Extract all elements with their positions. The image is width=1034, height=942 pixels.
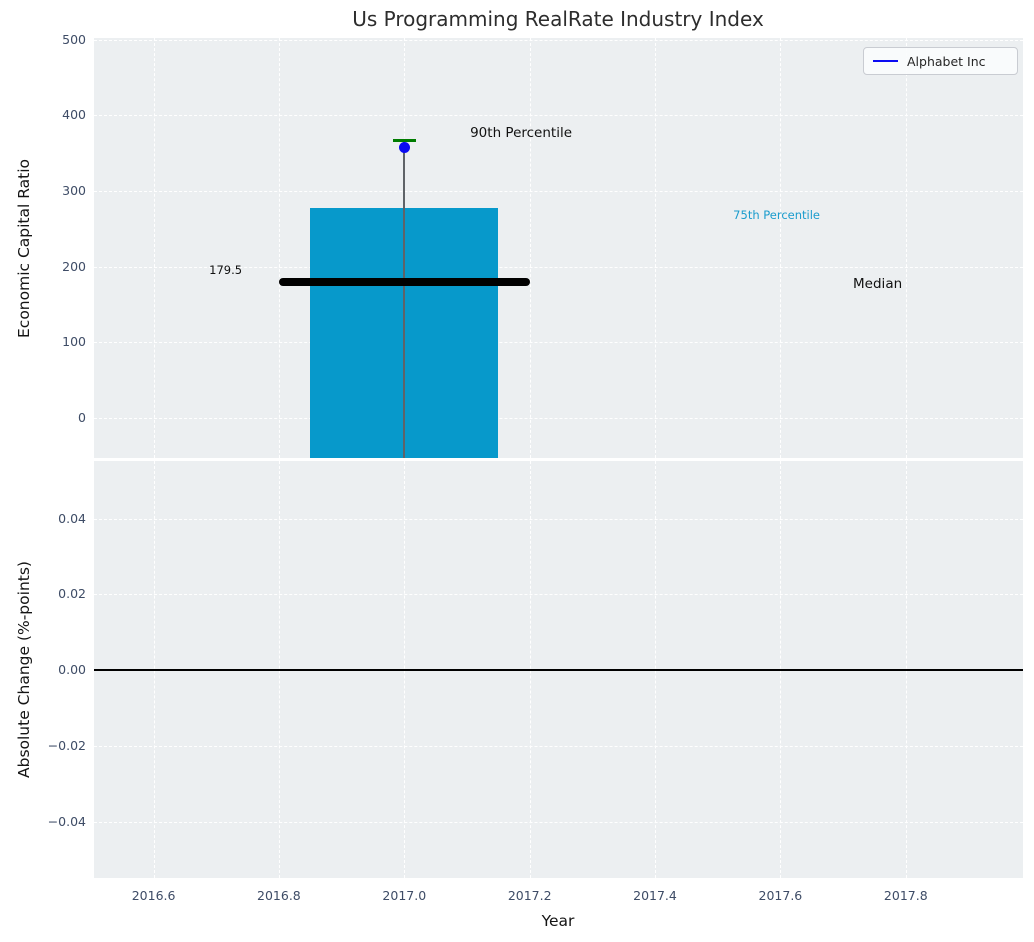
y-tick-label: 200 bbox=[62, 258, 86, 274]
y-tick-label: −0.04 bbox=[47, 813, 86, 829]
zero-axhline bbox=[94, 669, 1023, 672]
y-tick-label: 0 bbox=[78, 409, 86, 425]
whisker-line bbox=[403, 140, 406, 458]
axes-absolute-change bbox=[94, 461, 1023, 878]
y-tick-label: 0.00 bbox=[58, 662, 86, 678]
x-tick-label: 2017.8 bbox=[883, 888, 928, 903]
p90-cap bbox=[393, 138, 416, 142]
gridline-horizontal bbox=[94, 39, 1023, 41]
chart-title: Us Programming RealRate Industry Index bbox=[352, 7, 764, 31]
gridline-horizontal bbox=[94, 417, 1023, 419]
y-axis-label-top: Economic Capital Ratio bbox=[15, 158, 33, 338]
x-tick-label: 2017.0 bbox=[382, 888, 427, 903]
y-tick-label: 400 bbox=[62, 107, 86, 123]
y-tick-label: 300 bbox=[62, 182, 86, 198]
x-tick-label: 2017.6 bbox=[758, 888, 803, 903]
x-tick-label: 2017.4 bbox=[633, 888, 677, 903]
gridline-vertical bbox=[529, 38, 531, 458]
gridline-horizontal bbox=[94, 518, 1023, 520]
annotation-median-value: 179.5 bbox=[209, 263, 243, 278]
alphabet-data-point bbox=[398, 142, 410, 154]
gridline-vertical bbox=[780, 38, 782, 458]
x-tick-label: 2017.2 bbox=[507, 888, 552, 903]
legend-label: Alphabet Inc bbox=[907, 53, 986, 69]
gridline-horizontal bbox=[94, 342, 1023, 344]
x-tick-label: 2016.6 bbox=[131, 888, 176, 903]
median-line bbox=[278, 278, 530, 287]
y-tick-label: 100 bbox=[62, 334, 86, 350]
annotation-p90-label: 90th Percentile bbox=[470, 125, 573, 142]
annotation-median-label: Median bbox=[853, 275, 903, 292]
legend-line-icon bbox=[873, 59, 898, 63]
gridline-horizontal bbox=[94, 115, 1023, 117]
x-tick-label: 2016.8 bbox=[257, 888, 301, 903]
y-tick-label: 0.02 bbox=[58, 586, 86, 602]
gridline-horizontal bbox=[94, 746, 1023, 748]
gridline-horizontal bbox=[94, 266, 1023, 268]
y-tick-label: 0.04 bbox=[58, 510, 86, 526]
legend: Alphabet Inc bbox=[863, 47, 1018, 75]
gridline-horizontal bbox=[94, 821, 1023, 823]
gridline-horizontal bbox=[94, 190, 1023, 192]
annotation-p75-label: 75th Percentile bbox=[733, 208, 821, 223]
x-axis-label: Year bbox=[541, 912, 575, 930]
gridline-horizontal bbox=[94, 594, 1023, 596]
y-tick-label: 500 bbox=[62, 31, 86, 47]
axes-economic-capital-ratio: 90th Percentile 75th Percentile Median 179.… bbox=[94, 38, 1023, 458]
gridline-vertical bbox=[278, 38, 280, 458]
gridline-vertical bbox=[153, 38, 155, 458]
gridline-vertical bbox=[655, 38, 656, 458]
y-tick-label: −0.02 bbox=[47, 738, 86, 754]
gridline-vertical bbox=[905, 38, 907, 458]
